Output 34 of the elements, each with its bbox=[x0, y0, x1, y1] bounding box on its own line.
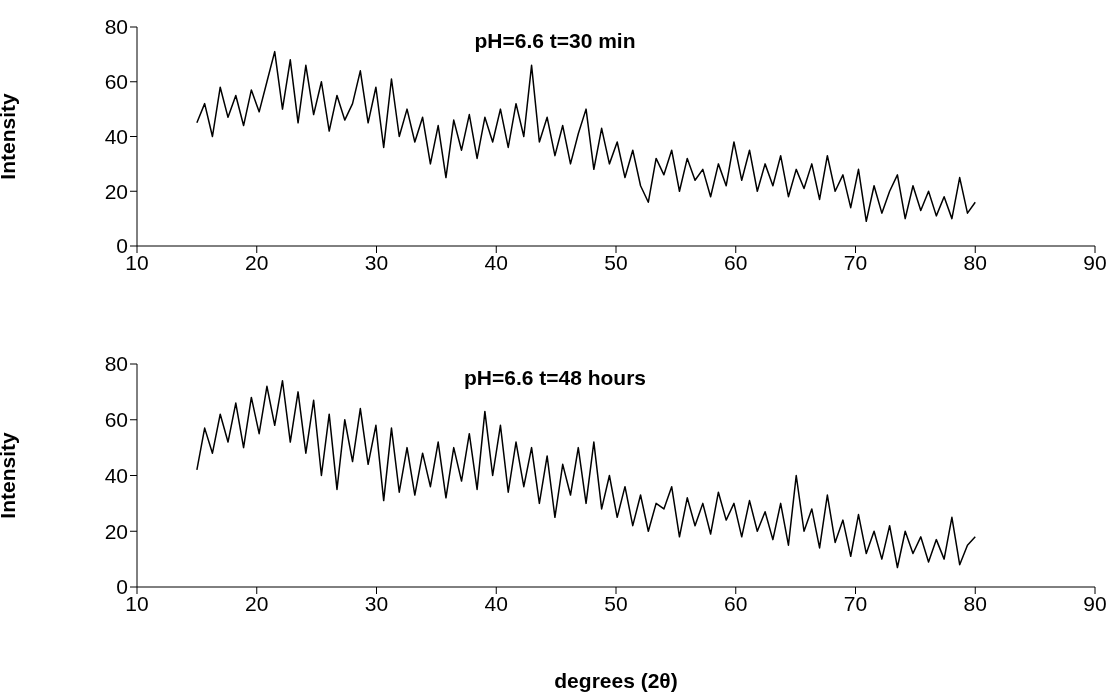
x-tick-label: 80 bbox=[963, 591, 987, 615]
x-tick-label: 40 bbox=[484, 591, 508, 615]
y-axis-title: Intensity bbox=[0, 93, 20, 180]
y-tick-label: 0 bbox=[116, 234, 128, 258]
x-tick-label: 30 bbox=[364, 250, 389, 274]
y-tick-label: 20 bbox=[104, 179, 128, 203]
y-tick-label: 20 bbox=[104, 519, 128, 543]
y-tick-label: 60 bbox=[104, 70, 128, 94]
x-tick-label: 30 bbox=[364, 591, 389, 615]
y-tick-label: 60 bbox=[104, 408, 128, 432]
y-tick-label: 80 bbox=[104, 15, 128, 39]
x-axis-title: degrees (2θ) bbox=[554, 669, 678, 692]
x-tick-label: 40 bbox=[484, 250, 508, 274]
x-tick-label: 60 bbox=[724, 591, 748, 615]
x-tick-label: 20 bbox=[245, 591, 269, 615]
x-tick-label: 10 bbox=[125, 591, 149, 615]
y-tick-label: 80 bbox=[104, 352, 128, 376]
x-tick-label: 70 bbox=[843, 591, 868, 615]
chart-title: pH=6.6 t=48 hours bbox=[462, 366, 648, 390]
x-tick-label: 50 bbox=[604, 591, 628, 615]
x-tick-label: 20 bbox=[245, 250, 269, 274]
x-tick-label: 90 bbox=[1083, 250, 1107, 274]
y-tick-label: 0 bbox=[116, 575, 128, 599]
x-tick-label: 10 bbox=[125, 250, 149, 274]
chart-title: pH=6.6 t=30 min bbox=[473, 29, 637, 53]
x-tick-label: 90 bbox=[1083, 591, 1107, 615]
x-tick-label: 80 bbox=[963, 250, 987, 274]
line-series bbox=[196, 50, 976, 223]
x-tick-label: 50 bbox=[604, 250, 628, 274]
x-tick-label: 70 bbox=[843, 250, 868, 274]
x-tick-label: 60 bbox=[724, 250, 748, 274]
y-axis-title: Intensity bbox=[0, 432, 20, 519]
y-tick-label: 40 bbox=[104, 124, 128, 148]
y-tick-label: 40 bbox=[104, 463, 128, 487]
